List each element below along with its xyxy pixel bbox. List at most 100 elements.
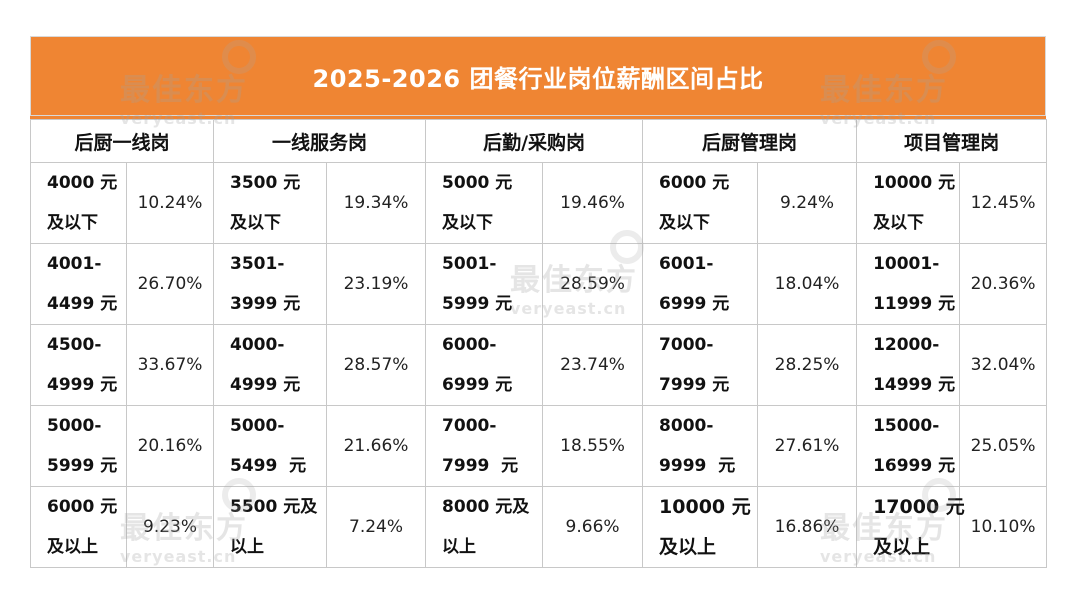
salary-range-cell: 4000 元及以下 [30, 162, 127, 244]
salary-range-line: 4000- [230, 335, 285, 355]
salary-range-cell: 8000 元及 以上 [425, 486, 544, 568]
salary-range-line: 5999 元 [47, 456, 118, 476]
salary-table: 后厨一线岗 一线服务岗 后勤/采购岗 后厨管理岗 项目管理岗 4000 元及以下… [29, 119, 1048, 568]
salary-range-cell: 10000 元及以上 [642, 486, 759, 568]
percentage-cell: 23.19% [326, 243, 427, 325]
salary-range-line: 及以上 [47, 537, 98, 557]
percentage-cell: 9.24% [757, 162, 858, 244]
salary-range-line: 4499 元 [47, 294, 118, 314]
salary-range-line: 7000- [659, 335, 714, 355]
salary-range-line: 7000- [442, 416, 497, 436]
percentage-cell: 32.04% [959, 324, 1048, 406]
salary-range-line: 4999 元 [47, 375, 118, 395]
percentage-cell: 10.24% [125, 162, 215, 244]
salary-range-line: 11999 元 [873, 294, 956, 314]
salary-range-line: 及以上 [659, 536, 717, 558]
header-row: 后厨一线岗 一线服务岗 后勤/采购岗 后厨管理岗 项目管理岗 [29, 119, 1048, 163]
header-project-management: 项目管理岗 [856, 119, 1048, 163]
header-kitchen-frontline: 后厨一线岗 [29, 119, 215, 163]
salary-range-line: 8000- [659, 416, 714, 436]
salary-range-cell: 7000- 7999 元 [642, 324, 759, 406]
salary-range-line: 及以下 [442, 213, 494, 233]
watermark-logo-icon [610, 230, 644, 264]
salary-range-line: 及以下 [659, 213, 711, 233]
salary-table-container: 2025-2026 团餐行业岗位薪酬区间占比 后厨一线岗 一线服务岗 后勤/采购… [29, 36, 1048, 568]
salary-range-cell: 4500- 4999 元 [30, 324, 127, 406]
percentage-cell: 33.67% [125, 324, 215, 406]
salary-range-line: 及以下 [230, 213, 282, 233]
salary-range-line: 6999 元 [442, 375, 513, 395]
watermark-logo-icon [222, 40, 256, 74]
salary-range-line: 8000 元及 [442, 497, 530, 517]
salary-range-line: 5000- [230, 416, 285, 436]
table-row: 4001- 4499 元 26.70% 3501- 3999 元 23.19% 5001- 5… [30, 243, 1048, 325]
salary-range-line: 4000 元 [47, 173, 118, 193]
percentage-cell: 12.45% [959, 162, 1048, 244]
salary-range-line: 及以下 [873, 213, 925, 233]
watermark-logo-icon [222, 478, 256, 512]
salary-range-line: 15000- [873, 416, 940, 436]
salary-range-cell: 6001- 6999 元 [642, 243, 759, 325]
header-frontline-service: 一线服务岗 [213, 119, 427, 163]
watermark-logo-icon [922, 40, 956, 74]
salary-range-line: 6000 元 [47, 497, 118, 517]
salary-range-cell: 10001- 11999 元 [856, 243, 961, 325]
percentage-cell: 9.66% [542, 486, 644, 568]
percentage-cell: 9.23% [125, 486, 215, 568]
percentage-cell: 19.34% [326, 162, 427, 244]
salary-range-cell: 12000- 14999 元 [856, 324, 961, 406]
salary-range-cell: 7000- 7999 元 [425, 405, 544, 487]
percentage-cell: 18.04% [757, 243, 858, 325]
salary-range-line: 3999 元 [230, 294, 301, 314]
salary-range-line: 5000 元 [442, 173, 513, 193]
salary-range-line: 5499 元 [230, 456, 307, 476]
table-title: 2025-2026 团餐行业岗位薪酬区间占比 [30, 36, 1046, 116]
salary-range-line: 10000 元 [873, 173, 956, 193]
salary-range-line: 9999 元 [659, 456, 736, 476]
percentage-cell: 20.16% [125, 405, 215, 487]
percentage-cell: 18.55% [542, 405, 644, 487]
salary-range-line: 4999 元 [230, 375, 301, 395]
percentage-cell: 27.61% [757, 405, 858, 487]
percentage-cell: 16.86% [757, 486, 858, 568]
percentage-cell: 21.66% [326, 405, 427, 487]
salary-range-line: 5001- [442, 254, 497, 274]
table-row: 5000- 5999 元 20.16% 5000- 5499 元 21.66% 7000- 7… [30, 405, 1048, 487]
salary-range-cell: 6000 元及以上 [30, 486, 127, 568]
percentage-cell: 10.10% [959, 486, 1048, 568]
salary-range-line: 5000- [47, 416, 102, 436]
salary-range-cell: 8000- 9999 元 [642, 405, 759, 487]
percentage-cell: 23.74% [542, 324, 644, 406]
salary-range-line: 及以下 [47, 213, 98, 233]
table-row: 4000 元及以下 10.24% 3500 元及以下 19.34% 5000 元及以下 1… [30, 162, 1048, 244]
watermark-logo-icon [922, 478, 956, 512]
salary-range-cell: 5001- 5999 元 [425, 243, 544, 325]
salary-range-line: 7999 元 [659, 375, 730, 395]
salary-range-line: 10001- [873, 254, 940, 274]
title-divider [30, 116, 1046, 119]
table-row: 4500- 4999 元 33.67% 4000- 4999 元 28.57% 6000- 6… [30, 324, 1048, 406]
salary-range-line: 3501- [230, 254, 285, 274]
salary-range-cell: 10000 元及以下 [856, 162, 961, 244]
salary-range-line: 及以上 [873, 536, 931, 558]
percentage-cell: 20.36% [959, 243, 1048, 325]
salary-range-cell: 5000- 5999 元 [30, 405, 127, 487]
salary-range-cell: 4000- 4999 元 [213, 324, 328, 406]
salary-range-line: 14999 元 [873, 375, 956, 395]
salary-range-line: 以上 [442, 537, 477, 557]
salary-range-cell: 5000- 5499 元 [213, 405, 328, 487]
header-kitchen-management: 后厨管理岗 [642, 119, 858, 163]
salary-range-line: 7999 元 [442, 456, 519, 476]
salary-range-line: 6001- [659, 254, 714, 274]
salary-range-cell: 3500 元及以下 [213, 162, 328, 244]
percentage-cell: 28.25% [757, 324, 858, 406]
salary-range-line: 6000- [442, 335, 497, 355]
salary-range-cell: 6000- 6999 元 [425, 324, 544, 406]
percentage-cell: 7.24% [326, 486, 427, 568]
salary-range-line: 以上 [230, 537, 265, 557]
salary-range-cell: 15000- 16999 元 [856, 405, 961, 487]
percentage-cell: 28.57% [326, 324, 427, 406]
salary-range-cell: 6000 元及以下 [642, 162, 759, 244]
salary-range-line: 4500- [47, 335, 102, 355]
salary-range-line: 12000- [873, 335, 940, 355]
